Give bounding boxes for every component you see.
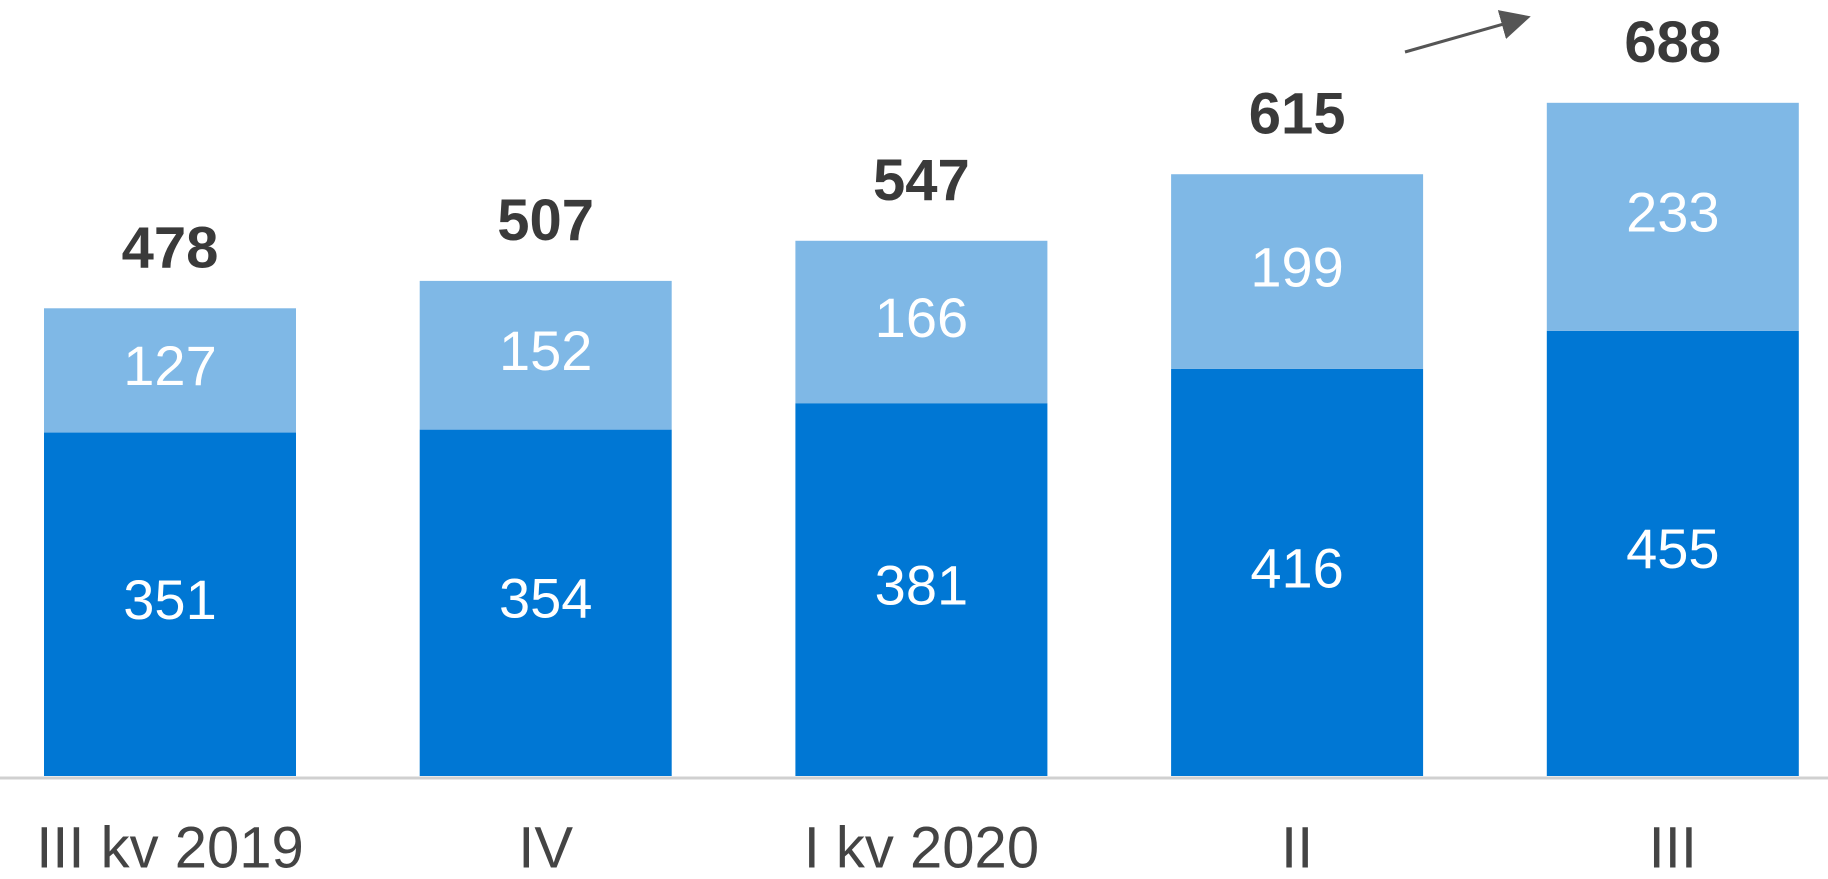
total-label: 547: [873, 148, 970, 213]
bar-segment: [419, 429, 672, 776]
segment-label: 381: [875, 553, 968, 616]
total-label: 478: [122, 216, 219, 281]
bar-segment: [419, 280, 672, 430]
segment-label: 351: [123, 568, 216, 631]
bar-segment: [44, 432, 296, 776]
segment-label: 127: [123, 334, 216, 397]
bar-segment: [795, 240, 1048, 404]
bar-segment: [795, 403, 1048, 776]
bar-segment: [1546, 102, 1799, 331]
bar-segment: [1546, 330, 1799, 776]
segment-label: 416: [1250, 536, 1343, 599]
bar-segment: [1171, 174, 1424, 369]
total-label: 507: [497, 188, 594, 253]
x-tick-label: I kv 2020: [804, 815, 1039, 879]
segment-label: 455: [1626, 517, 1719, 580]
segment-label: 199: [1250, 235, 1343, 298]
x-tick-label: III kv 2019: [36, 815, 304, 879]
bar-segment: [44, 308, 296, 433]
x-tick-label: IV: [518, 815, 573, 879]
x-tick-label: III: [1649, 815, 1697, 879]
x-tick-label: II: [1281, 815, 1313, 879]
segment-label: 233: [1626, 181, 1719, 244]
segment-label: 354: [499, 567, 592, 630]
total-label: 615: [1249, 82, 1346, 147]
total-label: 688: [1624, 10, 1721, 75]
segment-label: 152: [499, 319, 592, 382]
segment-label: 166: [875, 286, 968, 349]
bar-segment: [1171, 368, 1424, 776]
trend-arrow: [1404, 10, 1531, 54]
